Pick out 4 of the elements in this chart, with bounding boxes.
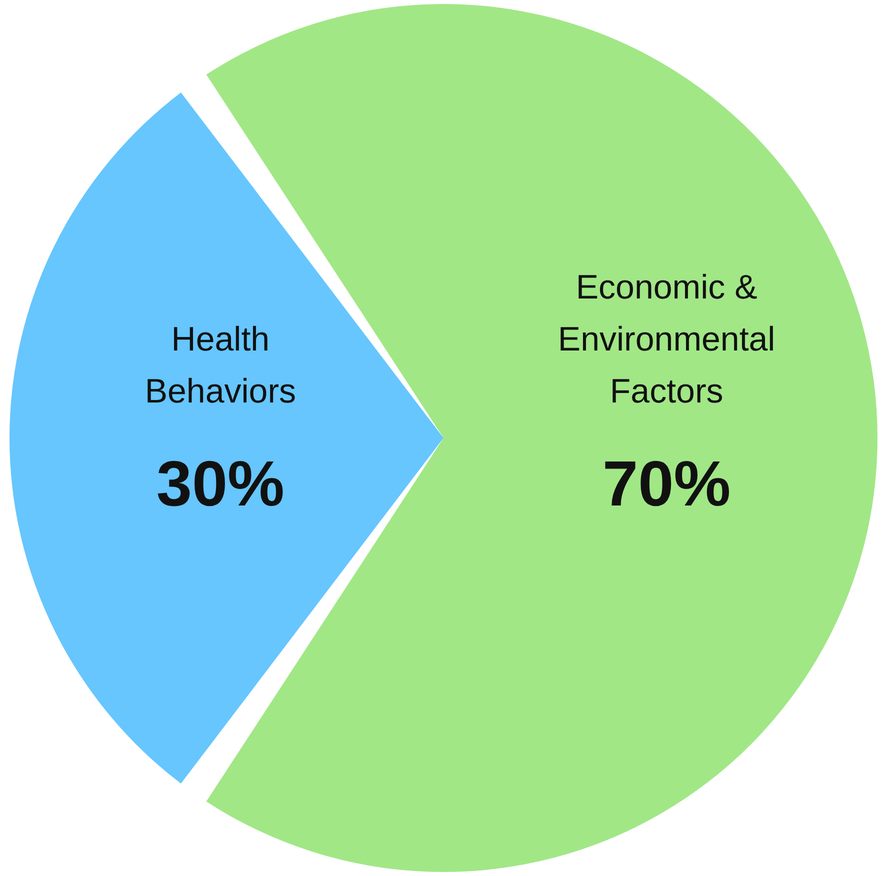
slice-label: Health Behaviors	[144, 320, 296, 410]
slice-label: Economic & Environmental Factors	[558, 268, 776, 410]
data-label: 70%	[602, 448, 731, 520]
data-label: 30%	[156, 448, 284, 520]
